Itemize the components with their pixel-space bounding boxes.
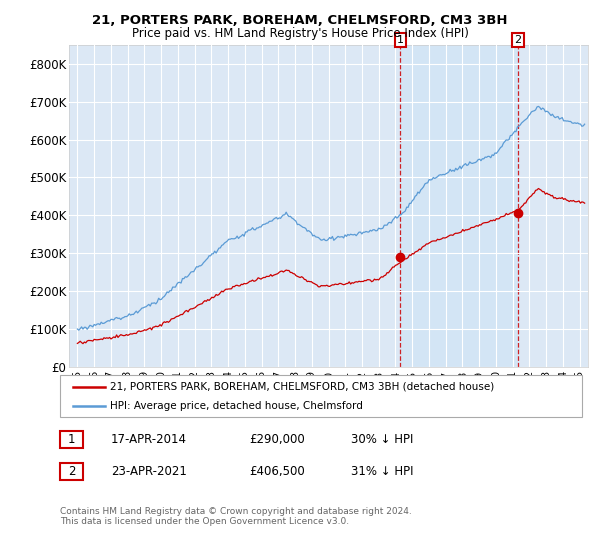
Text: 23-APR-2021: 23-APR-2021	[111, 465, 187, 478]
Text: Contains HM Land Registry data © Crown copyright and database right 2024.
This d: Contains HM Land Registry data © Crown c…	[60, 507, 412, 526]
Text: £290,000: £290,000	[249, 433, 305, 446]
Text: 21, PORTERS PARK, BOREHAM, CHELMSFORD, CM3 3BH (detached house): 21, PORTERS PARK, BOREHAM, CHELMSFORD, C…	[110, 382, 494, 392]
Text: 2: 2	[514, 35, 521, 45]
Bar	[400, 45, 518, 367]
Text: HPI: Average price, detached house, Chelmsford: HPI: Average price, detached house, Chel…	[110, 402, 362, 411]
Text: 2: 2	[68, 465, 75, 478]
Text: 31% ↓ HPI: 31% ↓ HPI	[351, 465, 413, 478]
Text: 1: 1	[397, 35, 404, 45]
Text: 1: 1	[68, 433, 75, 446]
Text: Price paid vs. HM Land Registry's House Price Index (HPI): Price paid vs. HM Land Registry's House …	[131, 27, 469, 40]
Text: 30% ↓ HPI: 30% ↓ HPI	[351, 433, 413, 446]
Text: 17-APR-2014: 17-APR-2014	[111, 433, 187, 446]
Text: 21, PORTERS PARK, BOREHAM, CHELMSFORD, CM3 3BH: 21, PORTERS PARK, BOREHAM, CHELMSFORD, C…	[92, 14, 508, 27]
Text: £406,500: £406,500	[249, 465, 305, 478]
